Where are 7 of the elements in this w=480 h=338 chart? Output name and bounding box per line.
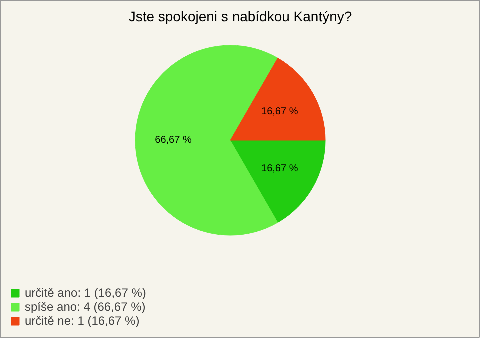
data-label: 16,67 % <box>262 164 298 175</box>
legend-label: určitě ne: 1 (16,67 %) <box>25 314 140 328</box>
legend-label: spíše ano: 4 (66,67 %) <box>25 300 146 314</box>
data-label: 66,67 % <box>155 135 192 146</box>
chart-title: Jste spokojeni s nabídkou Kantýny? <box>128 8 352 24</box>
data-label: 16,67 % <box>262 106 298 118</box>
legend-label: určitě ano: 1 (16,67 %) <box>25 286 146 300</box>
